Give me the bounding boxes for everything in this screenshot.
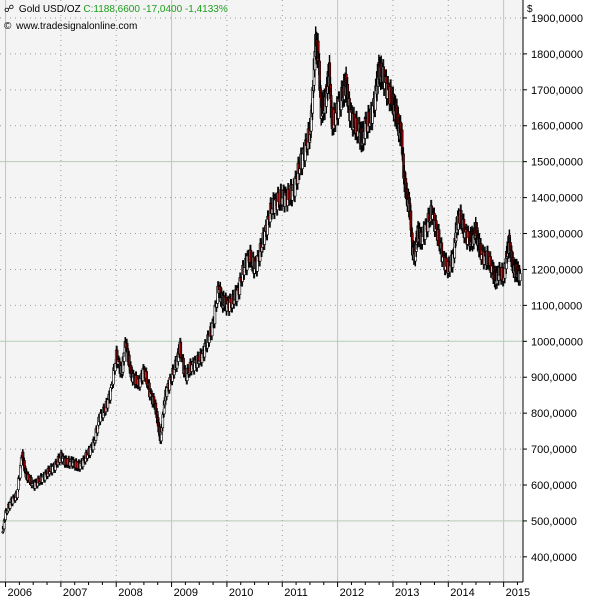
x-tick-label: 2015 — [506, 587, 530, 599]
y-tick-label: 500,0000 — [531, 516, 577, 528]
copyright-icon: © — [4, 21, 12, 32]
y-tick-label: 1800,0000 — [531, 49, 583, 61]
plot-area — [0, 0, 523, 582]
x-tick-label: 2007 — [63, 587, 87, 599]
x-tick-label: 2008 — [118, 587, 142, 599]
y-tick-label: 1000,0000 — [531, 336, 583, 348]
y-tick-label: 1100,0000 — [531, 300, 582, 312]
x-tick-label: 2009 — [174, 587, 198, 599]
y-tick-label: 1900,0000 — [531, 13, 583, 25]
currency-unit: $ — [527, 4, 533, 15]
y-tick-label: 1600,0000 — [531, 121, 583, 133]
chart-header: ☍ Gold USD/OZ C:1188,6600 -17,0400 -1,41… — [4, 3, 228, 16]
y-tick-label: 1500,0000 — [531, 157, 583, 169]
pin-icon[interactable]: ☍ — [4, 4, 15, 15]
x-tick-label: 2011 — [284, 587, 308, 599]
y-tick-label: 700,0000 — [531, 444, 577, 456]
y-tick-label: 800,0000 — [531, 408, 577, 420]
source-label: www.tradesignalonline.com — [16, 21, 138, 32]
source-line: © www.tradesignalonline.com — [4, 20, 137, 33]
y-tick-label: 1300,0000 — [531, 229, 583, 241]
y-tick-label: 1700,0000 — [531, 85, 583, 97]
y-tick-label: 400,0000 — [531, 552, 577, 564]
x-tick-label: 2010 — [229, 587, 253, 599]
y-tick-label: 1200,0000 — [531, 264, 583, 276]
y-tick-label: 1400,0000 — [531, 193, 583, 205]
candle-up — [518, 273, 522, 282]
y-tick-label: 600,0000 — [531, 480, 577, 492]
instrument-name: Gold USD/OZ — [18, 4, 81, 15]
quote-readout: C:1188,6600 -17,0400 -1,4133% — [83, 4, 228, 15]
x-tick-label: 2013 — [395, 587, 419, 599]
y-tick-label: 900,0000 — [531, 372, 577, 384]
x-tick-label: 2012 — [340, 587, 364, 599]
x-tick-label: 2014 — [450, 587, 474, 599]
x-tick-label: 2006 — [8, 587, 32, 599]
